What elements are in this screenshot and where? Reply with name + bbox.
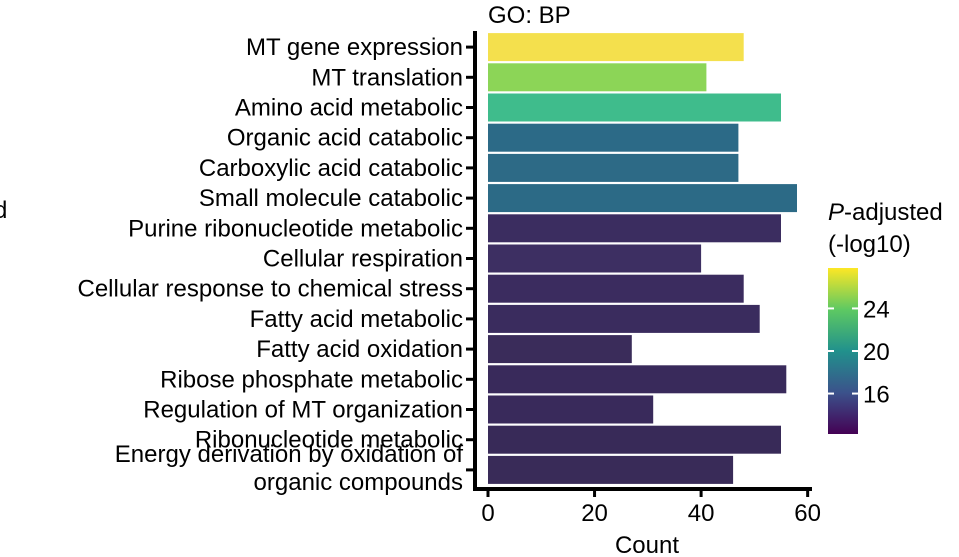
category-label: Purine ribonucleotide metabolic xyxy=(128,215,463,242)
colorbar-title-rest: -adjusted xyxy=(844,199,943,226)
category-label: Organic acid catabolic xyxy=(227,125,463,152)
bar xyxy=(488,184,797,213)
bar xyxy=(488,244,702,273)
category-label: Cellular response to chemical stress xyxy=(78,276,464,303)
category-label: Regulation of MT organization xyxy=(143,397,463,424)
category-label: Amino acid metabolic xyxy=(235,95,463,122)
bar xyxy=(488,214,781,243)
category-label: Small molecule catabolic xyxy=(199,185,463,212)
colorbar-title: P-adjusted xyxy=(828,199,943,226)
category-label-line: organic compounds xyxy=(254,469,463,496)
category-labels: MT gene expression MT translation Amino ac… xyxy=(78,34,464,496)
category-label: Cellular respiration xyxy=(263,246,463,273)
bar xyxy=(488,455,734,484)
category-label: Fatty acid oxidation xyxy=(256,336,463,363)
panel-title: GO: BP xyxy=(488,2,571,29)
category-label: Fatty acid metabolic xyxy=(250,306,463,333)
x-tick-label: 40 xyxy=(688,500,715,527)
colorbar-tick-label: 20 xyxy=(863,339,890,366)
category-label: MT translation xyxy=(311,64,463,91)
x-axis-title: Count xyxy=(615,532,679,557)
bar xyxy=(488,425,781,454)
bar xyxy=(488,93,781,122)
colorbar-title-italic: P xyxy=(828,199,844,226)
bar xyxy=(488,153,739,182)
category-label: Ribonucleotide metabolic xyxy=(195,427,463,454)
colorbar-tick-label: 24 xyxy=(863,296,890,323)
category-label-line: Energy derivation by oxidation of xyxy=(115,441,464,468)
x-tick-label: 20 xyxy=(581,500,608,527)
x-tick-label: 60 xyxy=(794,500,821,527)
category-label: Ribose phosphate metabolic xyxy=(160,366,463,393)
bar xyxy=(488,335,632,364)
colorbar-legend: P-adjusted (-log10) 16 20 24 xyxy=(828,199,943,434)
bar xyxy=(488,304,760,333)
bar xyxy=(488,365,787,394)
bars-layer xyxy=(488,33,797,484)
colorbar-tick-label: 16 xyxy=(863,382,890,409)
bar xyxy=(488,274,744,303)
category-label: MT gene expression xyxy=(246,34,463,61)
x-axis-ticks: 0 20 40 60 xyxy=(481,489,821,527)
bar xyxy=(488,33,744,62)
bar xyxy=(488,123,739,152)
colorbar-ticks: 16 20 24 xyxy=(828,296,890,409)
category-label: Carboxylic acid catabolic xyxy=(199,155,463,182)
bar xyxy=(488,63,707,92)
colorbar-title-line2: (-log10) xyxy=(828,231,911,258)
bar xyxy=(488,395,654,424)
x-tick-label: 0 xyxy=(481,500,494,527)
truncated-axis-label: d xyxy=(0,197,7,224)
